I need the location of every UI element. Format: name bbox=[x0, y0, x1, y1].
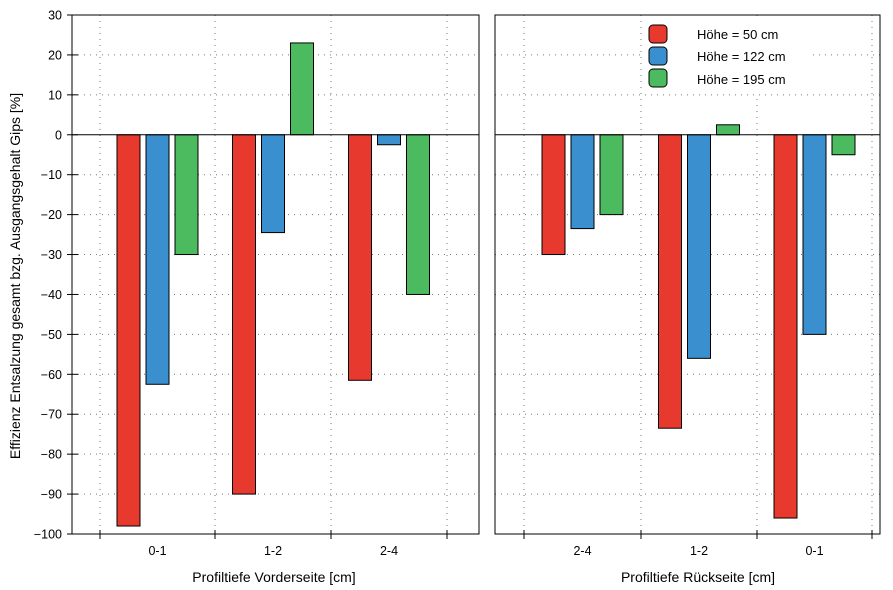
y-tick-label: −90 bbox=[41, 488, 62, 502]
y-tick-label: −30 bbox=[41, 248, 62, 262]
bar-back-1-2-series-1 bbox=[658, 134, 682, 429]
legend: Höhe = 50 cm Höhe = 122 cm Höhe = 195 cm bbox=[642, 18, 812, 94]
y-tick-label: −10 bbox=[41, 168, 62, 182]
x-tick-label-back-0-1: 0-1 bbox=[805, 544, 823, 558]
y-tick-label: −20 bbox=[41, 208, 62, 222]
legend-item-1: Höhe = 50 cm bbox=[648, 24, 778, 44]
legend-swatch-50cm bbox=[648, 24, 668, 44]
bar-back-2-4-series-3 bbox=[599, 134, 624, 216]
y-tick-label: −60 bbox=[41, 368, 62, 382]
bar-front-1-2-series-2 bbox=[261, 134, 285, 234]
x-tick-label-front-0-1: 0-1 bbox=[148, 544, 166, 558]
bar-back-0-1-series-3 bbox=[831, 134, 856, 156]
plot-frame bbox=[494, 14, 881, 535]
bars bbox=[116, 42, 856, 527]
legend-label-50cm: Höhe = 50 cm bbox=[697, 27, 778, 42]
legend-swatch-195cm bbox=[648, 68, 668, 88]
bar-front-2-4-series-2 bbox=[377, 134, 401, 146]
x-tick-label-back-2-4: 2-4 bbox=[573, 544, 591, 558]
bar-front-2-4-series-3 bbox=[406, 134, 430, 295]
bar-front-1-2-series-1 bbox=[232, 134, 256, 495]
x-axis-label-back: Profiltiefe Rückseite [cm] bbox=[621, 569, 775, 585]
y-tick-label: 30 bbox=[48, 9, 62, 23]
y-tick-label: −70 bbox=[41, 408, 62, 422]
legend-item-2: Höhe = 122 cm bbox=[648, 46, 786, 66]
plot-frame bbox=[71, 14, 480, 535]
bar-back-0-1-series-1 bbox=[773, 134, 798, 519]
legend-label-195cm: Höhe = 195 cm bbox=[697, 72, 786, 87]
bar-front-0-1-series-3 bbox=[174, 134, 199, 256]
legend-item-3: Höhe = 195 cm bbox=[648, 68, 786, 88]
bar-front-0-1-series-2 bbox=[145, 134, 170, 385]
legend-label-122cm: Höhe = 122 cm bbox=[697, 49, 786, 64]
bar-back-1-2-series-2 bbox=[687, 134, 711, 359]
bar-front-0-1-series-1 bbox=[116, 134, 141, 527]
bar-front-2-4-series-1 bbox=[348, 134, 372, 381]
bar-back-2-4-series-2 bbox=[570, 134, 595, 230]
axes bbox=[67, 14, 881, 539]
bar-back-1-2-series-3 bbox=[716, 124, 740, 136]
legend-background bbox=[642, 18, 812, 94]
legend-swatch-122cm bbox=[648, 46, 668, 66]
x-tick-label-front-2-4: 2-4 bbox=[380, 544, 398, 558]
x-tick-label-front-1-2: 1-2 bbox=[264, 544, 282, 558]
y-tick-label: −40 bbox=[41, 288, 62, 302]
y-tick-label: −50 bbox=[41, 328, 62, 342]
y-tick-label: 20 bbox=[48, 48, 62, 62]
bar-front-1-2-series-3 bbox=[290, 42, 314, 136]
x-axis-label-front: Profiltiefe Vorderseite [cm] bbox=[192, 569, 355, 585]
tick-labels: 0-1 1-2 2-4 2-4 1-2 0-1 30 20 10 0 −10 −20 −30 −40 −50… bbox=[34, 9, 824, 559]
y-tick-label: 0 bbox=[55, 128, 62, 142]
y-tick-label: −80 bbox=[41, 448, 62, 462]
bar-back-0-1-series-2 bbox=[802, 134, 827, 335]
bar-back-2-4-series-1 bbox=[541, 134, 566, 256]
x-tick-label-back-1-2: 1-2 bbox=[690, 544, 708, 558]
y-axis-label: Effizienz Entsalzung gesamt bzg. Ausgang… bbox=[7, 93, 23, 459]
y-tick-label: −100 bbox=[34, 528, 62, 542]
y-tick-label: 10 bbox=[48, 88, 62, 102]
